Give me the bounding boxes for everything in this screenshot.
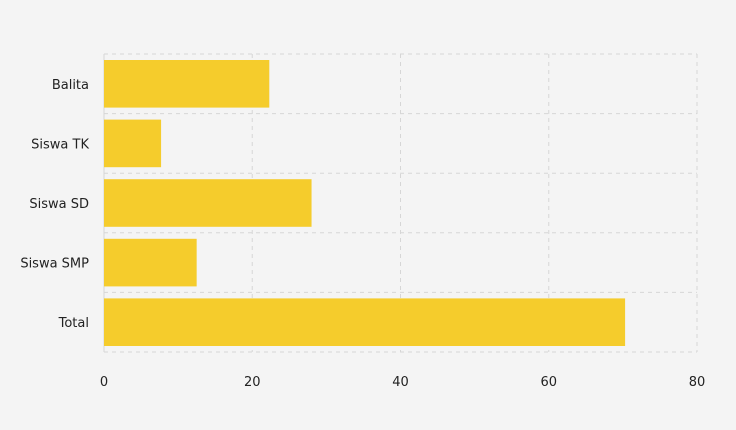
x-tick-label: 60 — [540, 375, 557, 390]
x-tick-label: 20 — [244, 375, 261, 390]
y-tick-labels: Balita Siswa TK Siswa SD Siswa SMP Total — [20, 78, 89, 331]
y-tick-label: Total — [58, 316, 89, 331]
y-tick-label: Balita — [52, 78, 89, 93]
bar-balita[interactable] — [104, 60, 270, 108]
y-tick-label: Siswa TK — [31, 137, 89, 152]
x-tick-label: 40 — [392, 375, 409, 390]
bar-layer — [104, 60, 626, 346]
y-tick-label: Siswa SMP — [20, 257, 89, 272]
bar-siswa-smp[interactable] — [104, 238, 197, 287]
bar-siswa-tk[interactable] — [104, 119, 162, 168]
bar-siswa-sd[interactable] — [104, 179, 312, 227]
bar-total[interactable] — [104, 298, 626, 346]
x-tick-label: 80 — [689, 375, 706, 390]
x-tick-labels: 0 20 40 60 80 — [100, 375, 705, 390]
y-tick-label: Siswa SD — [29, 197, 89, 212]
x-tick-label: 0 — [100, 375, 108, 390]
